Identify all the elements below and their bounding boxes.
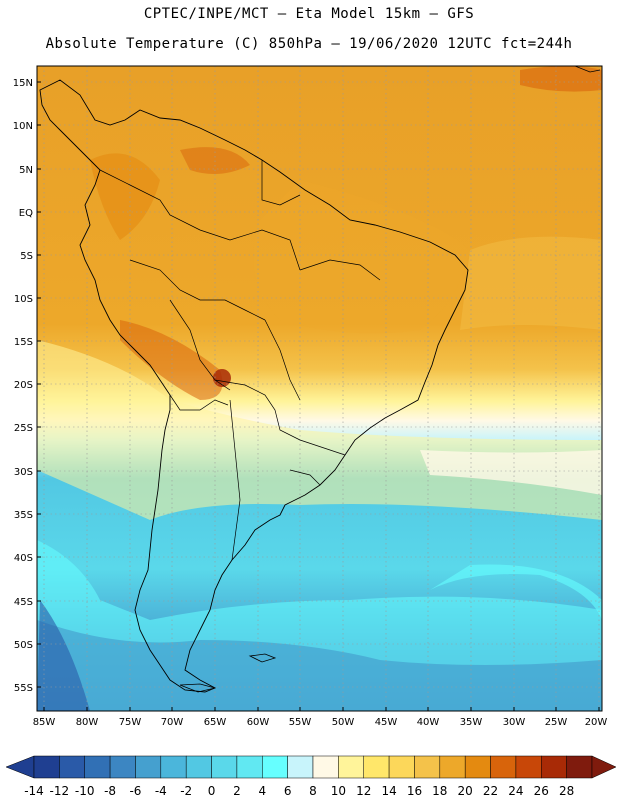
lat-label: 20S <box>14 380 33 391</box>
colorbar-swatch <box>515 755 542 779</box>
colorbar-swatch <box>135 755 162 779</box>
colorbar-swatch <box>490 755 517 779</box>
lon-label: 45W <box>375 717 398 728</box>
lat-label: 15N <box>13 78 33 89</box>
colorbar-label: 12 <box>356 784 371 798</box>
colorbar-label: -2 <box>180 784 192 798</box>
lon-label: 80W <box>76 717 99 728</box>
lat-label: 45S <box>14 597 33 608</box>
lat-label: 10S <box>14 294 33 305</box>
colorbar-label: -12 <box>50 784 70 798</box>
colorbar-label: 16 <box>407 784 422 798</box>
colorbar-swatch <box>84 755 111 779</box>
lat-label: EQ <box>19 208 33 219</box>
lat-label: 40S <box>14 553 33 564</box>
colorbar-swatch <box>185 755 212 779</box>
colorbar-label: -6 <box>129 784 141 798</box>
colorbar-arrow-right <box>591 755 617 779</box>
lon-label: 30W <box>503 717 526 728</box>
lat-label: 15S <box>14 337 33 348</box>
lon-label: 50W <box>332 717 355 728</box>
latitude-axis: 15N 10N 5N EQ 5S 10S 15S 20S 25S 30S 35S… <box>13 78 41 694</box>
map-frame <box>36 65 603 712</box>
colorbar-label: 20 <box>458 784 473 798</box>
colorbar-swatch <box>363 755 390 779</box>
temperature-field <box>37 66 602 711</box>
colorbar-swatch <box>160 755 187 779</box>
lat-label: 5N <box>19 165 33 176</box>
colorbar-label: 0 <box>208 784 216 798</box>
colorbar-label: 2 <box>233 784 241 798</box>
colorbar-swatch <box>312 755 339 779</box>
colorbar-label: -8 <box>104 784 116 798</box>
colorbar-label: 4 <box>258 784 266 798</box>
colorbar-swatch <box>109 755 136 779</box>
colorbar-swatch <box>338 755 364 779</box>
colorbar-swatch <box>566 755 593 779</box>
lon-label: 70W <box>161 717 184 728</box>
colorbar-label: 14 <box>381 784 396 798</box>
falklands-islands <box>248 653 277 663</box>
lat-label: 30S <box>14 467 33 478</box>
colorbar: -14 -12 -10 -8 -6 -4 -2 0 2 4 6 8 10 12 14 16 18 20 22 24 26… <box>5 755 617 798</box>
lon-label: 60W <box>247 717 270 728</box>
lon-label: 40W <box>417 717 440 728</box>
colorbar-swatch <box>262 755 288 779</box>
colorbar-label: 24 <box>508 784 523 798</box>
lat-label: 5S <box>20 251 33 262</box>
lon-label: 55W <box>289 717 312 728</box>
colorbar-label: -10 <box>75 784 95 798</box>
colorbar-swatch <box>287 755 314 779</box>
longitude-axis: 85W 80W 75W 70W 65W 60W 55W 50W 45W 40W … <box>33 707 608 728</box>
caribbean-islands <box>574 66 601 73</box>
title-line-1: CPTEC/INPE/MCT – Eta Model 15km – GFS <box>143 6 475 22</box>
lat-label: 25S <box>14 423 33 434</box>
lon-label: 25W <box>545 717 568 728</box>
colorbar-swatch <box>211 755 238 779</box>
colorbar-label: -4 <box>155 784 167 798</box>
colorbar-label: 28 <box>559 784 574 798</box>
colorbar-swatch <box>388 755 415 779</box>
colorbar-label: -14 <box>24 784 44 798</box>
lon-label: 35W <box>460 717 483 728</box>
colorbar-label: 6 <box>284 784 292 798</box>
colorbar-swatch <box>439 755 466 779</box>
colorbar-label: 8 <box>309 784 317 798</box>
lon-label: 20W <box>585 717 608 728</box>
colorbar-arrow-left <box>5 755 35 779</box>
country-borders <box>99 160 381 561</box>
colorbar-swatch <box>414 755 441 779</box>
colorbar-label: 18 <box>432 784 447 798</box>
colorbar-swatch <box>236 755 263 779</box>
lat-label: 55S <box>14 683 33 694</box>
lat-label: 35S <box>14 510 33 521</box>
lon-label: 85W <box>33 717 56 728</box>
colorbar-swatch <box>33 755 60 779</box>
tierra-del-fuego <box>179 683 216 693</box>
south-america-coastline <box>39 79 469 693</box>
colorbar-swatch <box>59 755 85 779</box>
lat-label: 10N <box>13 121 33 132</box>
lon-label: 75W <box>119 717 142 728</box>
lat-label: 50S <box>14 640 33 651</box>
lon-label: 65W <box>204 717 227 728</box>
colorbar-label: 22 <box>483 784 498 798</box>
colorbar-swatch <box>464 755 491 779</box>
title-line-2: Absolute Temperature (C) 850hPa – 19/06/… <box>45 36 573 52</box>
colorbar-label: 26 <box>534 784 549 798</box>
colorbar-swatch <box>541 755 567 779</box>
colorbar-label: 10 <box>331 784 346 798</box>
